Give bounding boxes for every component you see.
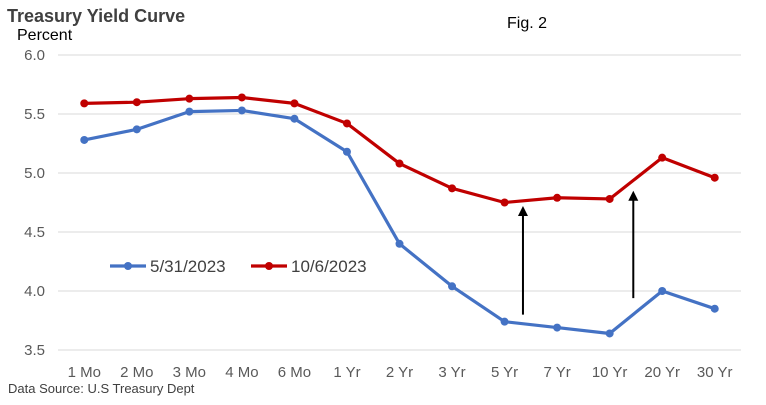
x-tick-label: 6 Mo: [278, 364, 311, 381]
data-point: [80, 99, 89, 108]
y-tick-label: 4.5: [24, 224, 45, 241]
legend-item: 5/31/2023: [110, 257, 226, 276]
gridlines: [58, 54, 741, 351]
series-5-31-2023: [80, 106, 719, 338]
x-tick-label: 3 Yr: [438, 364, 465, 381]
legend-item: 10/6/2023: [251, 257, 367, 276]
data-point: [448, 184, 457, 193]
x-tick-labels: 1 Mo 2 Mo 3 Mo 4 Mo 6 Mo 1 Yr 2 Yr 3 Yr 5 Yr 7 Yr…: [68, 364, 733, 381]
data-point: [237, 106, 246, 115]
data-source-note: Data Source: U.S Treasury Dept: [8, 381, 195, 396]
x-tick-label: 2 Yr: [386, 364, 413, 381]
y-tick-label: 6.0: [24, 47, 45, 64]
legend: 5/31/2023 10/6/2023: [110, 257, 367, 276]
series-line: [83, 108, 716, 336]
data-point: [448, 282, 457, 291]
x-tick-label: 20 Yr: [644, 364, 680, 381]
y-tick-label: 4.0: [24, 283, 45, 300]
data-point: [395, 239, 404, 248]
data-point: [237, 93, 246, 102]
data-point: [658, 153, 667, 162]
data-point: [342, 119, 351, 128]
series-10-6-2023: [80, 93, 719, 207]
x-tick-label: 30 Yr: [697, 364, 733, 381]
chart-title: Treasury Yield Curve: [7, 6, 185, 26]
series-line: [84, 95, 716, 205]
legend-swatch-marker: [124, 262, 132, 270]
x-tick-label: 7 Yr: [543, 364, 570, 381]
x-tick-label: 4 Mo: [225, 364, 258, 381]
data-point: [710, 173, 719, 182]
up-arrow: [517, 206, 528, 315]
data-point: [605, 329, 614, 338]
data-point: [80, 135, 89, 144]
y-tick-label: 5.0: [24, 165, 45, 182]
data-point: [658, 287, 667, 295]
figure-label: Fig. 2: [507, 15, 547, 32]
x-tick-label: 2 Mo: [120, 364, 153, 381]
y-tick-label: 5.5: [24, 106, 45, 123]
x-tick-label: 1 Mo: [68, 364, 101, 381]
x-tick-label: 5 Yr: [491, 364, 518, 381]
data-point: [185, 94, 194, 103]
data-point: [553, 323, 562, 332]
data-point: [553, 193, 562, 202]
y-tick-labels: 3.5 4.0 4.5 5.0 5.5 6.0: [24, 47, 45, 359]
legend-label: 5/31/2023: [150, 257, 226, 276]
data-point: [132, 125, 141, 134]
data-point: [185, 107, 194, 116]
up-arrow: [628, 190, 639, 299]
x-tick-label: 3 Mo: [173, 364, 206, 381]
x-tick-label: 1 Yr: [333, 364, 360, 381]
y-tick-label: 3.5: [24, 342, 45, 359]
data-point: [395, 159, 404, 168]
series-lines: [80, 93, 719, 338]
annotation-arrows: [517, 190, 639, 315]
legend-label: 10/6/2023: [291, 257, 367, 276]
data-point: [500, 198, 509, 207]
legend-swatch-marker: [265, 262, 273, 270]
data-point: [605, 194, 614, 203]
data-point: [132, 98, 141, 107]
data-point: [290, 114, 299, 123]
data-point: [710, 304, 719, 313]
arrow-head: [517, 206, 528, 217]
x-tick-label: 10 Yr: [592, 364, 628, 381]
y-axis-label: Percent: [17, 27, 73, 44]
data-point: [500, 317, 509, 326]
data-point: [290, 99, 299, 108]
arrow-head: [628, 190, 639, 201]
data-point: [342, 147, 351, 156]
